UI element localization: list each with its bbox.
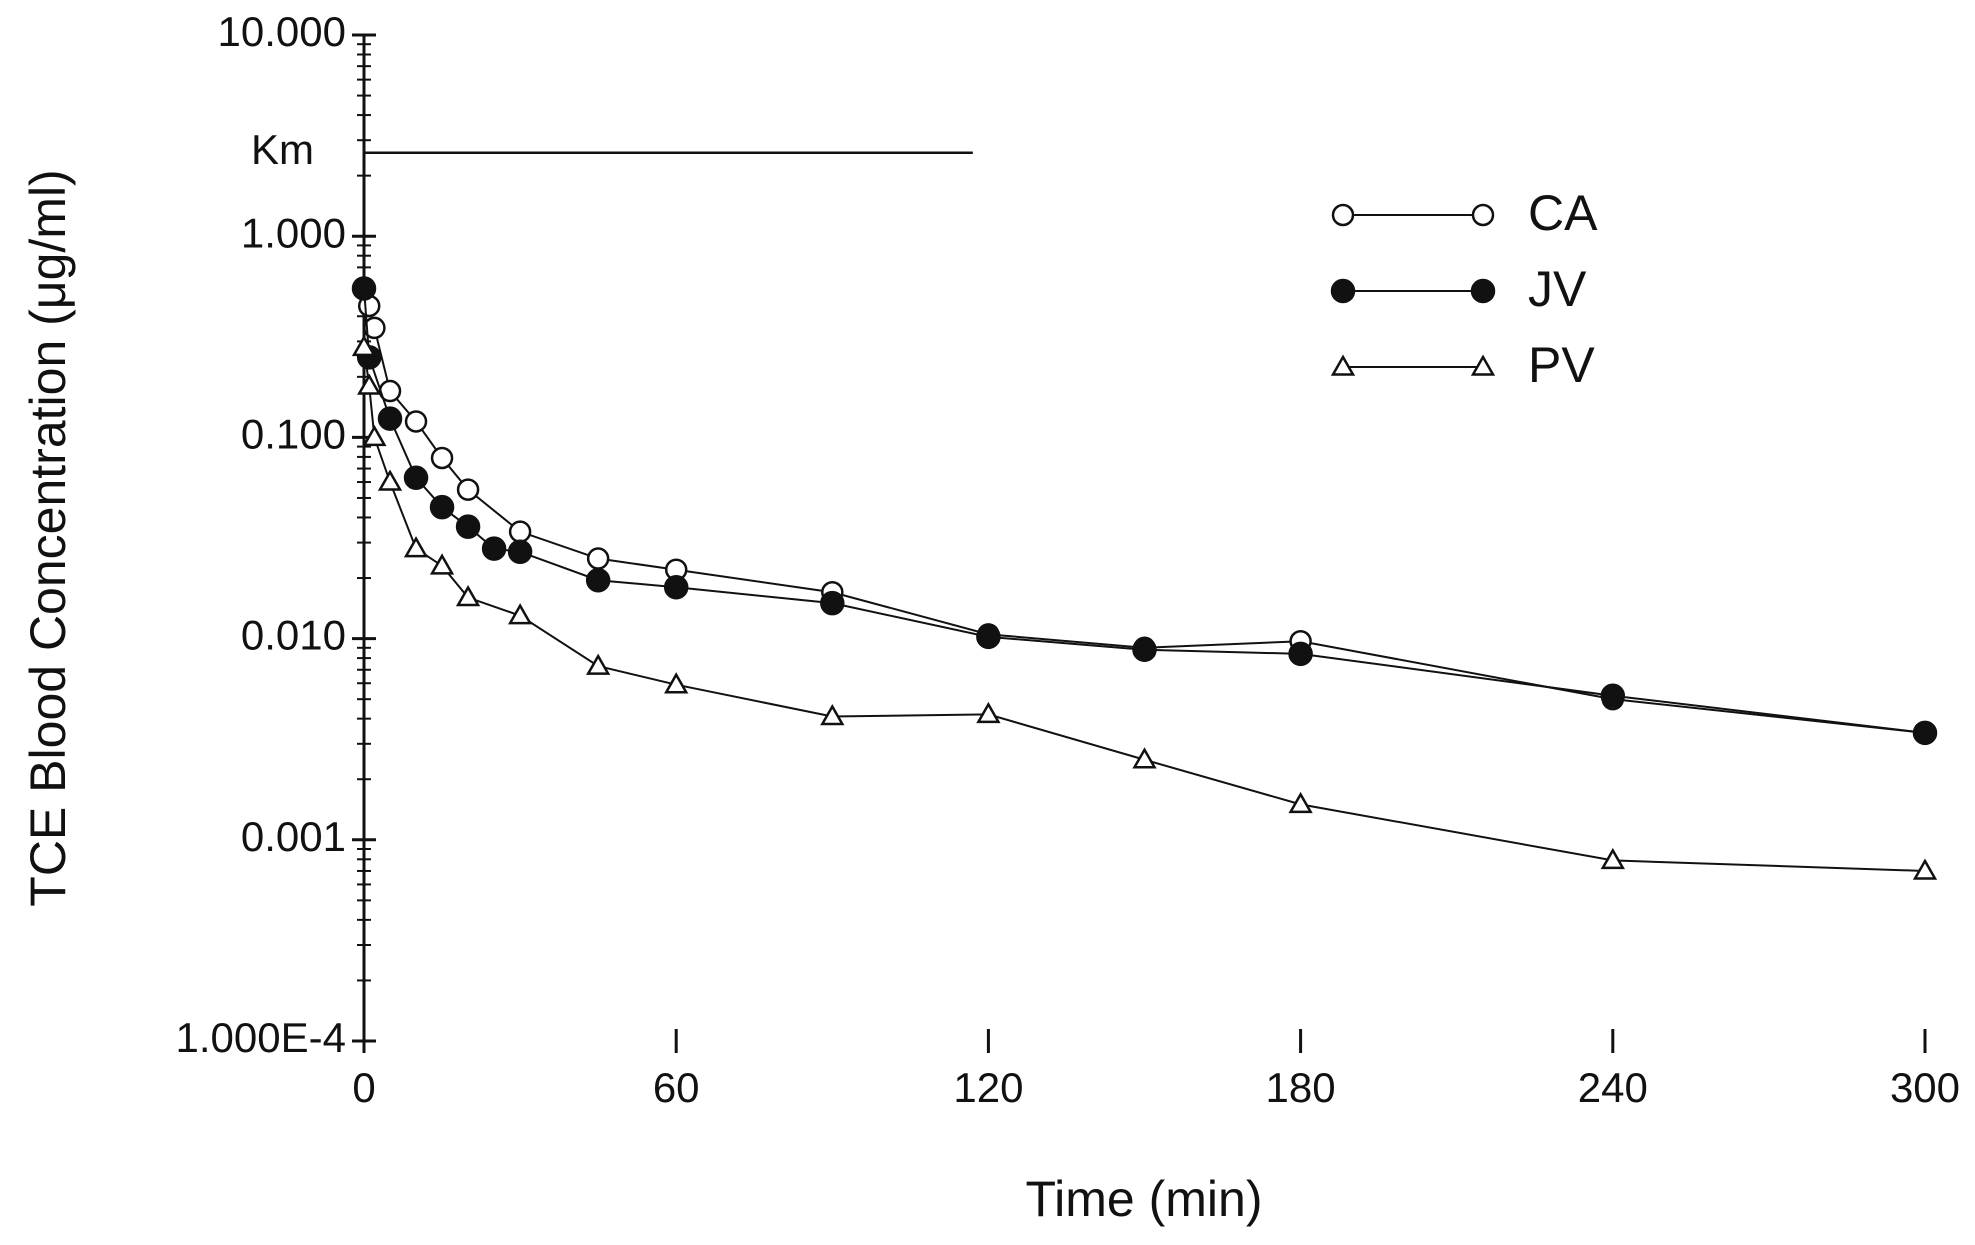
data-point — [403, 536, 429, 558]
data-point — [1912, 720, 1938, 746]
data-point — [820, 590, 845, 616]
data-point — [507, 603, 533, 625]
data-point — [507, 539, 533, 565]
data-point — [586, 547, 610, 570]
data-point — [481, 536, 507, 561]
series-line — [363, 347, 1926, 872]
y-tick-label: 0.010 — [241, 612, 346, 659]
data-point — [508, 520, 532, 543]
data-point — [663, 574, 689, 600]
data-point — [1600, 847, 1625, 870]
series-line — [363, 288, 1926, 734]
data-point — [455, 585, 481, 607]
data-point — [820, 703, 845, 726]
data-point — [585, 567, 611, 593]
data-point — [664, 672, 689, 694]
y-tick-label: 1.000 — [241, 209, 346, 256]
reference-line-label: Km — [251, 126, 314, 173]
data-point — [429, 553, 455, 575]
x-tick-label: 120 — [953, 1064, 1023, 1111]
legend-marker — [1470, 278, 1496, 304]
data-point — [1132, 637, 1157, 663]
data-point — [403, 465, 429, 491]
data-point — [1600, 683, 1626, 708]
x-tick-label: 180 — [1266, 1064, 1336, 1111]
data-point — [351, 334, 377, 357]
y-tick-label: 10.000 — [218, 8, 346, 55]
data-point — [429, 494, 455, 520]
data-point — [430, 446, 454, 470]
y-tick-label: 0.100 — [241, 410, 346, 457]
series-line — [363, 288, 1926, 734]
x-axis-title: Time (min) — [1025, 1171, 1262, 1227]
data-point — [1288, 641, 1313, 667]
legend-marker — [1471, 203, 1495, 227]
data-point — [976, 624, 1001, 650]
data-point — [1288, 791, 1313, 814]
data-point — [377, 469, 403, 491]
x-tick-label: 300 — [1890, 1064, 1960, 1111]
data-point — [363, 316, 386, 340]
data-point — [585, 653, 611, 675]
x-tick-label: 60 — [653, 1064, 700, 1111]
data-point — [362, 424, 387, 447]
y-tick-label: 0.001 — [241, 813, 346, 860]
legend-marker — [1470, 354, 1496, 376]
y-tick-label: 1.000E-4 — [176, 1014, 346, 1061]
x-tick-label: 0 — [352, 1064, 375, 1111]
y-axis-title: TCE Blood Concentration (μg/ml) — [20, 169, 76, 906]
data-point — [404, 410, 428, 433]
legend-marker — [1330, 354, 1356, 376]
legend-label: JV — [1528, 261, 1587, 317]
data-point — [1912, 858, 1938, 880]
data-point — [1132, 747, 1157, 769]
data-point — [357, 373, 382, 395]
legend-marker — [1331, 203, 1355, 227]
data-point — [456, 478, 480, 501]
data-point — [351, 276, 377, 301]
data-point — [455, 514, 481, 539]
legend-label: CA — [1528, 185, 1598, 241]
legend-marker — [1330, 278, 1356, 304]
legend-label: PV — [1528, 337, 1595, 393]
data-point — [377, 406, 403, 431]
x-tick-label: 240 — [1578, 1064, 1648, 1111]
data-point — [976, 701, 1001, 724]
